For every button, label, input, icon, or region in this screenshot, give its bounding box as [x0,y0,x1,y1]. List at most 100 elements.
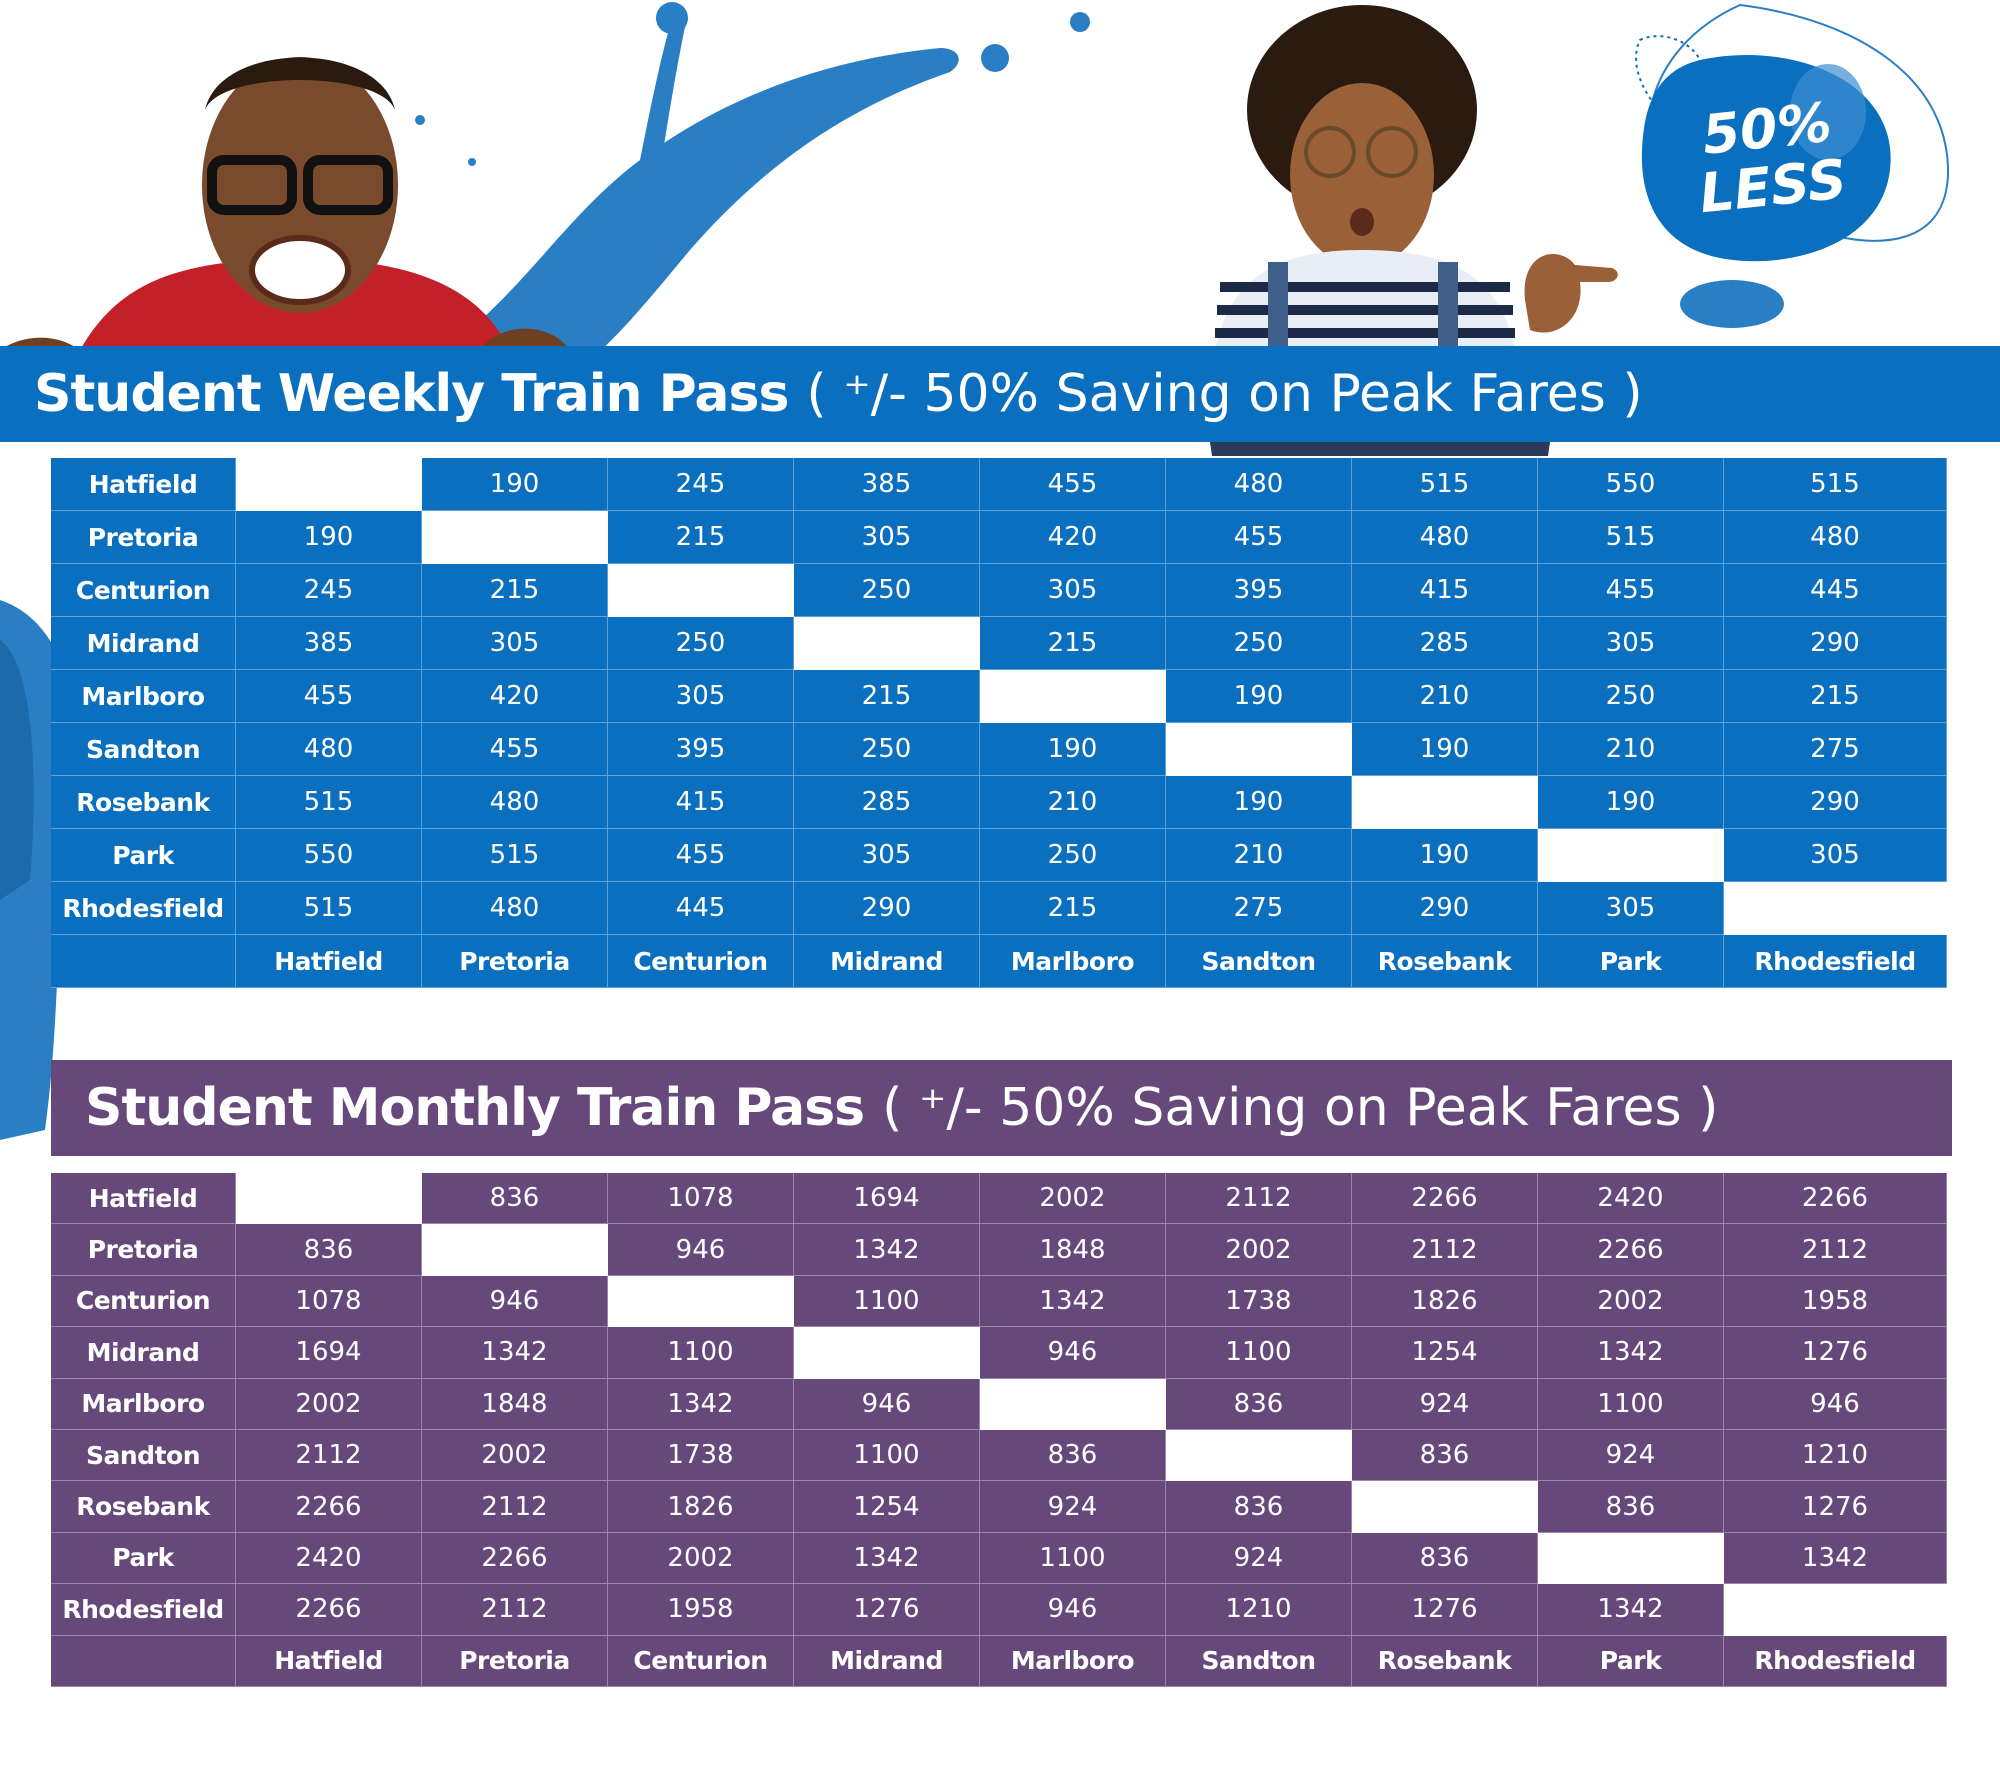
monthly-pass-banner: Student Monthly Train Pass ( ⁺/- 50% Sav… [51,1060,1952,1156]
row-header: Centurion [51,564,236,617]
row-header: Midrand [51,1327,236,1379]
empty-cell [1724,1584,1947,1636]
column-header: Park [1538,1635,1724,1687]
fare-cell: 190 [1166,670,1352,723]
fare-cell: 1958 [1724,1275,1947,1328]
fare-cell: 455 [1538,564,1724,617]
fare-cell: 1738 [608,1429,794,1482]
fare-cell: 2420 [1538,1173,1724,1225]
row-header: Rosebank [51,1481,236,1533]
fare-cell: 1848 [980,1224,1166,1276]
empty-cell [422,511,608,564]
fare-cell: 1694 [236,1327,422,1379]
column-header: Hatfield [236,935,422,988]
fare-cell: 445 [1724,564,1947,617]
fare-cell: 2002 [608,1532,794,1585]
fare-cell: 1276 [1352,1584,1538,1636]
fare-cell: 1100 [794,1275,980,1328]
fare-cell: 395 [1166,564,1352,617]
fare-cell: 480 [422,776,608,829]
fare-cell: 946 [980,1584,1166,1636]
fare-cell: 1276 [794,1584,980,1636]
fare-cell: 420 [422,670,608,723]
fare-cell: 2266 [422,1532,608,1585]
fare-cell: 480 [1724,511,1947,564]
fare-cell: 1078 [608,1173,794,1225]
row-header: Park [51,1532,236,1585]
empty-cell [1352,776,1538,829]
row-header: Marlboro [51,1378,236,1430]
empty-cell [794,617,980,670]
column-header: Midrand [794,935,980,988]
fare-cell: 245 [608,458,794,511]
fare-cell: 515 [1538,511,1724,564]
monthly-title: Student Monthly Train Pass [85,1078,865,1138]
fare-cell: 290 [794,882,980,935]
fare-cell: 2266 [1538,1224,1724,1276]
fare-cell: 1738 [1166,1275,1352,1328]
fare-cell: 2002 [236,1378,422,1430]
empty-cell [236,1173,422,1225]
empty-cell [1538,1532,1724,1585]
fare-cell: 250 [1166,617,1352,670]
fare-cell: 215 [422,564,608,617]
column-header: Midrand [794,1635,980,1687]
column-header: Marlboro [980,1635,1166,1687]
fare-cell: 1100 [608,1327,794,1379]
fare-cell: 285 [794,776,980,829]
column-header: Pretoria [422,935,608,988]
fare-cell: 836 [1352,1429,1538,1482]
fare-cell: 2112 [422,1481,608,1533]
fare-cell: 515 [1724,458,1947,511]
fare-cell: 480 [422,882,608,935]
fare-cell: 190 [1538,776,1724,829]
fare-cell: 250 [980,829,1166,882]
empty-cell [1538,829,1724,882]
fare-cell: 924 [1166,1532,1352,1585]
fare-cell: 275 [1724,723,1947,776]
fare-cell: 1826 [608,1481,794,1533]
fare-cell: 1342 [1724,1532,1947,1585]
column-header: Rhodesfield [1724,935,1947,988]
fare-cell: 305 [1724,829,1947,882]
fare-cell: 415 [1352,564,1538,617]
fare-cell: 190 [1352,829,1538,882]
row-header: Hatfield [51,458,236,511]
fare-cell: 924 [1352,1378,1538,1430]
fare-cell: 290 [1724,776,1947,829]
fifty-percent-less-badge [1635,3,1950,328]
row-header: Midrand [51,617,236,670]
fare-cell: 515 [236,882,422,935]
row-header: Park [51,829,236,882]
fare-cell: 550 [1538,458,1724,511]
fare-cell: 1342 [608,1378,794,1430]
fare-cell: 2266 [236,1481,422,1533]
fare-cell: 1848 [422,1378,608,1430]
fare-cell: 836 [1538,1481,1724,1533]
empty-cell [236,458,422,511]
fare-cell: 924 [980,1481,1166,1533]
fare-cell: 305 [608,670,794,723]
fare-cell: 1254 [794,1481,980,1533]
column-header: Centurion [608,1635,794,1687]
fare-cell: 924 [1538,1429,1724,1482]
corner-cell [51,935,236,988]
corner-cell [51,1635,236,1687]
fare-cell: 305 [422,617,608,670]
fare-cell: 2002 [422,1429,608,1482]
fare-cell: 515 [422,829,608,882]
row-header: Sandton [51,1429,236,1482]
fare-cell: 946 [1724,1378,1947,1430]
fare-cell: 210 [1538,723,1724,776]
fare-cell: 2112 [1166,1173,1352,1225]
row-header: Pretoria [51,511,236,564]
fare-cell: 836 [1166,1378,1352,1430]
fare-cell: 836 [422,1173,608,1225]
fare-cell: 1342 [422,1327,608,1379]
fare-cell: 946 [422,1275,608,1328]
fare-cell: 190 [1352,723,1538,776]
monthly-subtitle: ( ⁺/- 50% Saving on Peak Fares ) [882,1078,1719,1138]
weekly-fare-table: Hatfield 190 245 385 455 480 515 550 515 Pretoria… [51,458,1951,988]
fare-cell: 455 [1166,511,1352,564]
fare-cell: 1100 [1538,1378,1724,1430]
